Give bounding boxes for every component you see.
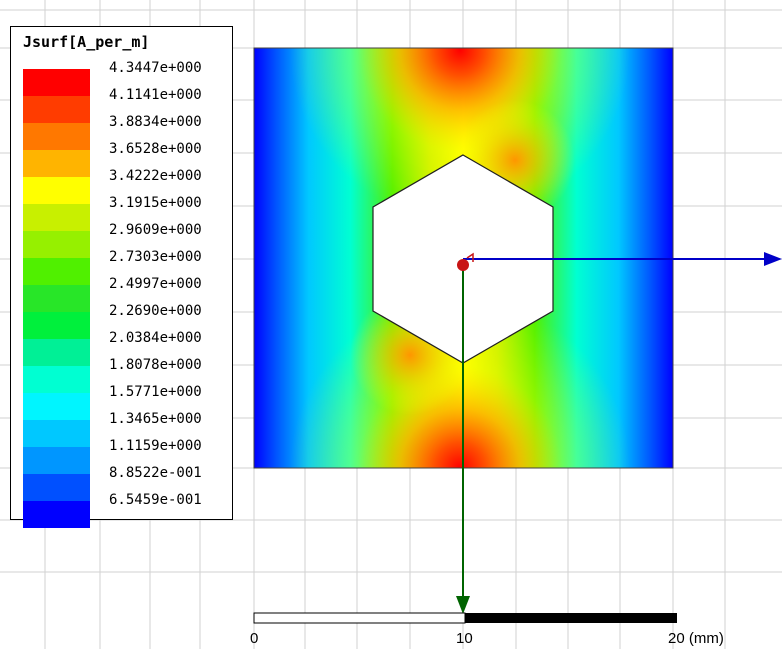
legend-value: 6.5459e-001 (109, 492, 202, 509)
legend-value: 2.4997e+000 (109, 276, 202, 293)
legend-swatch (23, 474, 90, 501)
scale-bar (253, 612, 677, 624)
legend-swatch (23, 204, 90, 231)
legend-swatch (23, 393, 90, 420)
legend-swatch (23, 447, 90, 474)
legend-value: 2.9609e+000 (109, 222, 202, 239)
legend-value: 1.1159e+000 (109, 438, 202, 455)
legend-swatch (23, 123, 90, 150)
legend-value: 8.8522e-001 (109, 465, 202, 482)
legend-swatch (23, 231, 90, 258)
legend-value: 1.8078e+000 (109, 357, 202, 374)
legend-value: 4.3447e+000 (109, 60, 202, 77)
origin-marker (457, 259, 469, 271)
legend-swatch (23, 96, 90, 123)
legend-swatch (23, 312, 90, 339)
legend-title: Jsurf[A_per_m] (23, 33, 150, 51)
legend-swatch (23, 69, 90, 96)
legend-swatch (23, 177, 90, 204)
legend-swatch (23, 150, 90, 177)
legend-swatch (23, 339, 90, 366)
y-axis (456, 264, 470, 614)
legend-value: 3.1915e+000 (109, 195, 202, 212)
legend-value: 4.1141e+000 (109, 87, 202, 104)
legend-swatch (23, 366, 90, 393)
legend-value: 3.8834e+000 (109, 114, 202, 131)
color-legend[interactable]: Jsurf[A_per_m] 4.3447e+000 4.1141e+000 3.8… (10, 26, 233, 528)
legend-swatch (23, 258, 90, 285)
legend-swatch (23, 420, 90, 447)
legend-value: 3.6528e+000 (109, 141, 202, 158)
legend-value: 3.4222e+000 (109, 168, 202, 185)
legend-value: 1.3465e+000 (109, 411, 202, 428)
scale-label-10: 10 (456, 630, 473, 647)
legend-value: 2.7303e+000 (109, 249, 202, 266)
legend-swatch (23, 285, 90, 312)
x-axis (463, 252, 782, 266)
scale-label-20: 20 (mm) (668, 630, 724, 647)
legend-value: 2.2690e+000 (109, 303, 202, 320)
legend-swatch (23, 501, 90, 528)
scale-label-0: 0 (250, 630, 259, 647)
legend-value: 1.5771e+000 (109, 384, 202, 401)
z-axis-stub (466, 252, 474, 262)
legend-value: 2.0384e+000 (109, 330, 202, 347)
